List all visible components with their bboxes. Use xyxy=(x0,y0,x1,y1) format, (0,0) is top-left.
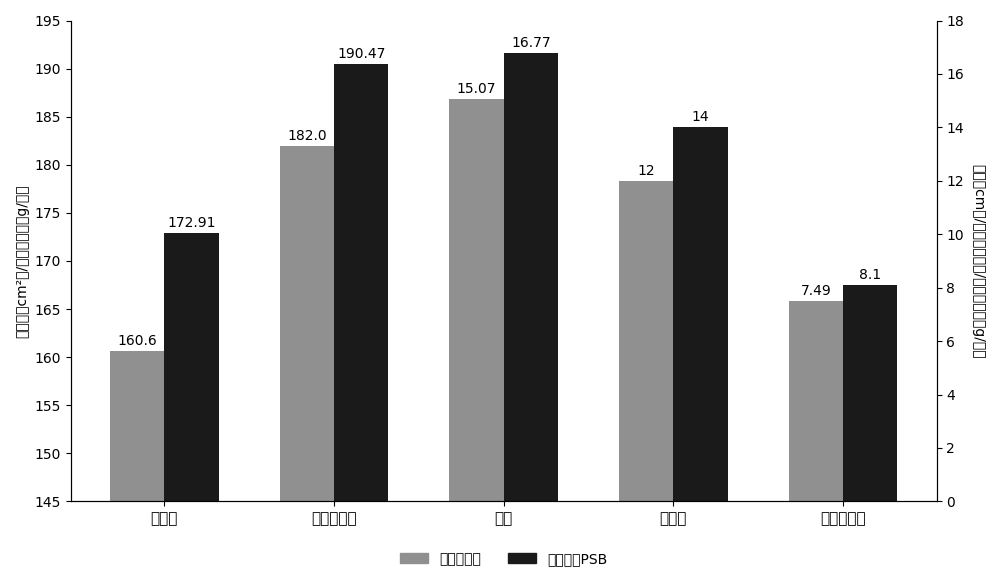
Bar xyxy=(619,181,673,581)
Text: 14: 14 xyxy=(692,110,709,124)
Text: 172.91: 172.91 xyxy=(167,216,216,230)
Text: 8.1: 8.1 xyxy=(859,268,881,282)
Text: 12: 12 xyxy=(637,164,655,178)
Bar xyxy=(164,233,219,581)
Text: 16.77: 16.77 xyxy=(511,37,551,51)
Y-axis label: 株高（cm）/叶片数（片）/地上部干重（g/盆）: 株高（cm）/叶片数（片）/地上部干重（g/盆） xyxy=(971,164,985,358)
Y-axis label: 叶面积（cm²）/地上部鲜重（g/盆）: 叶面积（cm²）/地上部鲜重（g/盆） xyxy=(15,184,29,338)
Bar xyxy=(334,64,388,581)
Text: 182.0: 182.0 xyxy=(287,128,327,143)
Text: 15.07: 15.07 xyxy=(457,82,496,96)
Legend: 营养液处理, 厉氧池水PSB: 营养液处理, 厉氧池水PSB xyxy=(394,546,613,571)
Bar xyxy=(449,99,504,581)
Bar xyxy=(280,145,334,581)
Bar xyxy=(843,285,897,581)
Text: 7.49: 7.49 xyxy=(801,284,831,299)
Bar xyxy=(673,127,728,581)
Bar xyxy=(789,302,843,581)
Text: 190.47: 190.47 xyxy=(337,47,385,61)
Bar xyxy=(504,53,558,581)
Bar xyxy=(110,352,164,581)
Text: 160.6: 160.6 xyxy=(117,335,157,349)
